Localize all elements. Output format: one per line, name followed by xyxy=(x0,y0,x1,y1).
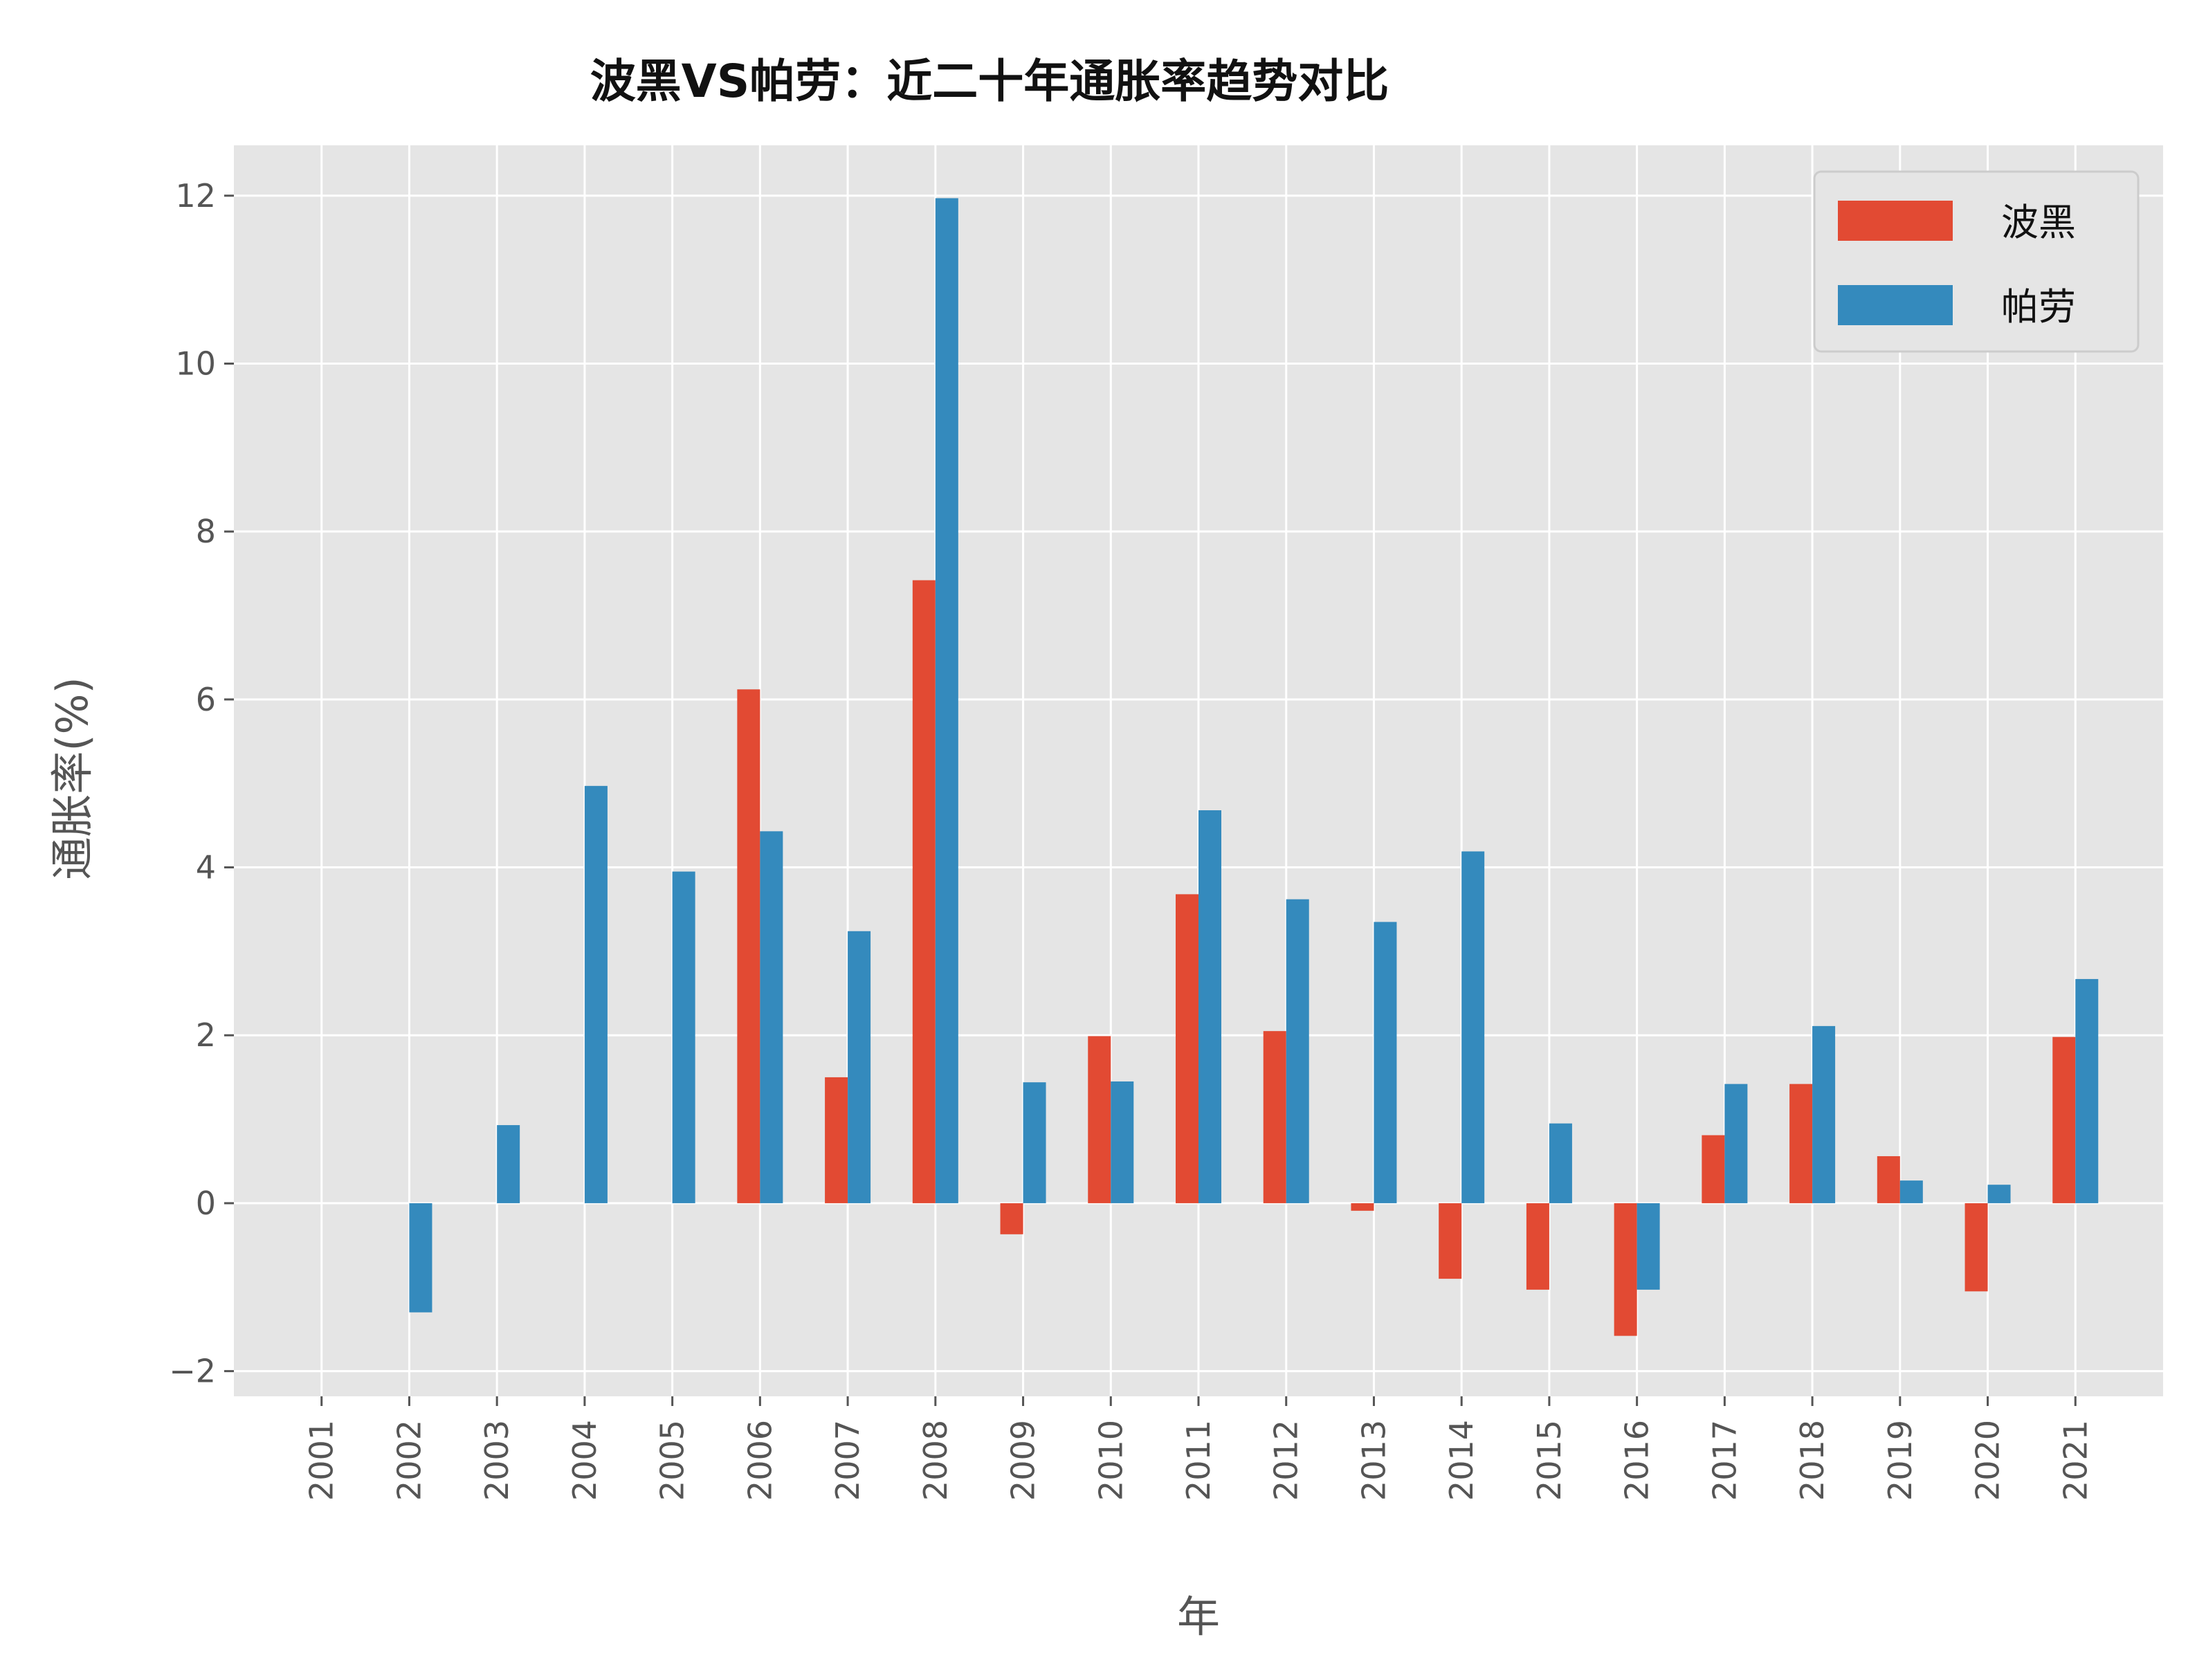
y-tick-label: 12 xyxy=(175,177,216,214)
x-tick-label: 2014 xyxy=(1443,1420,1480,1501)
y-axis-label: 通胀率(%) xyxy=(47,677,98,879)
bar-bosnia-2007 xyxy=(825,1077,848,1203)
bar-palau-2019 xyxy=(1899,1180,1923,1203)
bar-palau-2020 xyxy=(1987,1185,2011,1203)
x-tick-label: 2017 xyxy=(1706,1420,1743,1501)
bar-bosnia-2017 xyxy=(1702,1135,1725,1203)
bar-palau-2005 xyxy=(672,871,695,1203)
bar-palau-2012 xyxy=(1286,899,1309,1203)
x-tick-label: 2011 xyxy=(1180,1420,1217,1501)
x-tick-label: 2002 xyxy=(390,1420,428,1501)
bar-palau-2007 xyxy=(848,931,871,1203)
bar-bosnia-2012 xyxy=(1263,1031,1286,1203)
legend: 波黑 帕劳 xyxy=(1813,170,2140,353)
x-tick-label: 2001 xyxy=(303,1420,340,1501)
bar-palau-2002 xyxy=(409,1203,432,1313)
x-tick-label: 2010 xyxy=(1092,1420,1129,1501)
bar-bosnia-2011 xyxy=(1176,894,1198,1203)
bar-palau-2014 xyxy=(1461,851,1485,1203)
bar-bosnia-2020 xyxy=(1964,1203,1988,1292)
bar-palau-2013 xyxy=(1374,922,1397,1203)
legend-label-palau: 帕劳 xyxy=(2001,285,2076,329)
x-tick-label: 2020 xyxy=(1969,1420,2007,1501)
x-tick-label: 2006 xyxy=(741,1420,778,1501)
bar-bosnia-2010 xyxy=(1088,1036,1111,1203)
bar-bosnia-2006 xyxy=(737,689,760,1203)
bar-palau-2006 xyxy=(760,831,783,1203)
x-tick-label: 2012 xyxy=(1268,1420,1305,1501)
x-tick-label: 2013 xyxy=(1355,1420,1392,1501)
bar-palau-2017 xyxy=(1724,1084,1748,1203)
x-tick-label: 2019 xyxy=(1881,1420,1919,1501)
bar-palau-2004 xyxy=(584,785,608,1203)
x-tick-label: 2007 xyxy=(829,1420,866,1501)
bar-palau-2021 xyxy=(2075,978,2099,1203)
x-tick-label: 2008 xyxy=(917,1420,954,1501)
bar-bosnia-2018 xyxy=(1789,1084,1813,1203)
y-tick-label: 4 xyxy=(196,849,216,886)
bar-bosnia-2008 xyxy=(912,580,936,1203)
bar-palau-2016 xyxy=(1637,1203,1660,1290)
x-tick-label: 2015 xyxy=(1531,1420,1568,1501)
y-tick-label: 0 xyxy=(196,1185,216,1222)
x-tick-label: 2009 xyxy=(1005,1420,1042,1501)
x-tick-label: 2003 xyxy=(478,1420,516,1501)
bar-palau-2011 xyxy=(1198,810,1221,1203)
x-axis-label: 年 xyxy=(1177,1591,1220,1642)
bar-palau-2009 xyxy=(1023,1082,1046,1203)
x-tick-label: 2016 xyxy=(1619,1420,1656,1501)
bar-bosnia-2013 xyxy=(1351,1203,1374,1211)
bar-bosnia-2021 xyxy=(2052,1037,2076,1203)
y-tick-label: 6 xyxy=(196,681,216,718)
y-tick-label: 2 xyxy=(196,1016,216,1054)
axis-ticks: −2 0 2 4 6 8 10 12 2001 2002 2003 2004 2005 2006 2007 2… xyxy=(169,177,2094,1501)
bar-palau-2008 xyxy=(935,198,958,1203)
bar-bosnia-2009 xyxy=(1000,1203,1023,1234)
bars xyxy=(409,198,2099,1336)
x-tick-label: 2021 xyxy=(2057,1420,2094,1501)
y-tick-label: 10 xyxy=(175,345,216,382)
y-tick-label: 8 xyxy=(196,513,216,550)
x-tick-label: 2004 xyxy=(566,1420,603,1501)
legend-label-bosnia: 波黑 xyxy=(2001,201,2076,244)
x-tick-label: 2005 xyxy=(654,1420,691,1501)
bar-bosnia-2015 xyxy=(1526,1203,1549,1290)
x-tick-label: 2018 xyxy=(1794,1420,1831,1501)
bar-palau-2015 xyxy=(1549,1123,1572,1203)
bar-palau-2018 xyxy=(1812,1025,1836,1203)
chart-title: 波黑VS帕劳：近二十年通胀率趋势对比 xyxy=(590,55,1389,108)
bar-bosnia-2019 xyxy=(1877,1156,1900,1203)
legend-swatch-palau xyxy=(1838,285,1953,325)
bar-bosnia-2016 xyxy=(1614,1203,1637,1336)
bar-palau-2003 xyxy=(497,1125,520,1203)
bar-bosnia-2014 xyxy=(1439,1203,1462,1279)
bar-palau-2010 xyxy=(1111,1081,1134,1203)
y-tick-label: −2 xyxy=(169,1353,216,1390)
legend-swatch-bosnia xyxy=(1838,201,1953,241)
